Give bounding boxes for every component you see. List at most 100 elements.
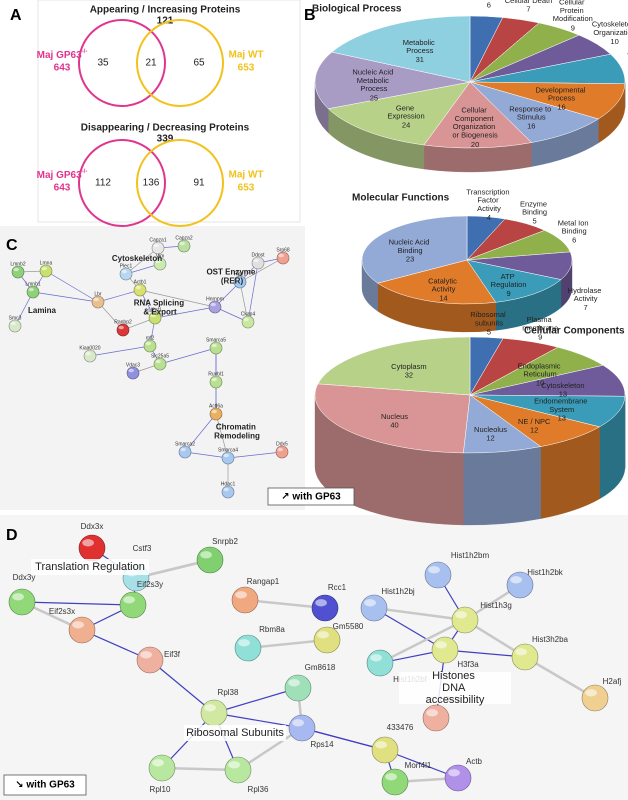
protein-node bbox=[276, 251, 290, 265]
slice-label: Nucleic Acid Binding bbox=[389, 238, 432, 255]
venn-set-count: 643 bbox=[54, 183, 71, 194]
protein-node bbox=[116, 323, 130, 337]
slice-label: Response to Stimulus bbox=[509, 104, 553, 121]
slice-label: Cytoskeleton Organization bbox=[592, 20, 628, 37]
node-label: Lmnb2 bbox=[10, 261, 26, 267]
slice-value: 12 bbox=[486, 434, 494, 443]
protein-node bbox=[371, 736, 399, 764]
protein-node bbox=[431, 636, 459, 664]
slice-value: 9 bbox=[538, 332, 542, 341]
protein-node bbox=[136, 646, 164, 674]
protein-node bbox=[151, 241, 165, 255]
node-label: Lmna bbox=[40, 260, 53, 266]
slice-label: Metabolic Process bbox=[403, 38, 437, 55]
network-edge bbox=[89, 345, 151, 357]
node-label: Smarca5 bbox=[206, 337, 226, 343]
slice-value: 13 bbox=[559, 389, 567, 398]
node-label: Ddx3x bbox=[81, 522, 104, 531]
protein-node-highlight bbox=[135, 285, 141, 290]
node-label: Hist1h3g bbox=[480, 601, 512, 610]
protein-node-highlight bbox=[121, 269, 127, 274]
group-label: Histones DNA accessibility bbox=[426, 670, 485, 706]
protein-node-highlight bbox=[211, 409, 217, 414]
protein-node-highlight bbox=[10, 321, 16, 326]
node-label: Kiaa0020 bbox=[79, 345, 100, 351]
node-label: Capza1 bbox=[149, 237, 166, 243]
set-superscript: -/- bbox=[82, 169, 88, 175]
group-label-box bbox=[399, 672, 511, 704]
protein-node bbox=[78, 534, 106, 562]
venn-set-label: Maj GP63-/- bbox=[37, 49, 88, 61]
pie-slice bbox=[469, 394, 626, 428]
pie-slice bbox=[327, 81, 471, 146]
protein-node-highlight bbox=[118, 325, 124, 330]
slice-label: Cellular Death bbox=[505, 0, 553, 5]
node-label: Morf4l1 bbox=[405, 761, 432, 770]
slice-label: Catalytic Activity bbox=[428, 276, 459, 293]
venn-region-count: 35 bbox=[97, 58, 109, 69]
slice-label: Transcription Factor Activity bbox=[466, 187, 511, 213]
protein-node-highlight bbox=[426, 709, 438, 717]
node-label: Srp68 bbox=[276, 247, 290, 253]
pie-title: Biological Process bbox=[312, 4, 402, 15]
node-label: U2af1 bbox=[148, 307, 162, 313]
slice-label: Endoplasmic Reticulum bbox=[518, 361, 563, 378]
protein-node-highlight bbox=[12, 593, 24, 601]
network-edge bbox=[373, 607, 446, 651]
panel-label: A bbox=[10, 7, 22, 24]
protein-node bbox=[209, 375, 223, 389]
protein-node-highlight bbox=[515, 648, 527, 656]
protein-node bbox=[275, 445, 289, 459]
protein-node-highlight bbox=[223, 487, 229, 492]
node-label: Rangap1 bbox=[247, 577, 280, 586]
network-edge bbox=[184, 451, 229, 459]
slice-value: 12 bbox=[530, 425, 538, 434]
protein-node-highlight bbox=[85, 351, 91, 356]
group-label: Chromatin Remodeling bbox=[214, 423, 260, 441]
protein-node bbox=[284, 674, 312, 702]
network-edge bbox=[149, 659, 215, 714]
node-label: Actb bbox=[466, 757, 483, 766]
protein-node-highlight bbox=[150, 313, 156, 318]
venn-total: 121 bbox=[157, 16, 174, 27]
slice-value: 10 bbox=[610, 37, 618, 46]
protein-node bbox=[119, 591, 147, 619]
venn-title: Disappearing / Decreasing Proteins bbox=[81, 123, 250, 134]
protein-node-highlight bbox=[243, 317, 249, 322]
network-edge bbox=[227, 451, 283, 459]
pie-slice bbox=[469, 81, 600, 143]
venn-circle bbox=[136, 139, 224, 227]
protein-node bbox=[366, 649, 394, 677]
set-superscript: -/- bbox=[82, 49, 88, 55]
slice-value: 9 bbox=[507, 289, 511, 298]
slice-value: 40 bbox=[390, 421, 398, 430]
node-label: Snrpb2 bbox=[212, 537, 238, 546]
protein-node bbox=[444, 764, 472, 792]
protein-node-highlight bbox=[123, 596, 135, 604]
protein-node bbox=[26, 285, 40, 299]
protein-node-highlight bbox=[375, 741, 387, 749]
slice-label: NE / NPC bbox=[518, 417, 551, 426]
venn-set-label: Maj GP63-/- bbox=[37, 169, 88, 181]
pie-slice bbox=[361, 215, 468, 284]
protein-node-highlight bbox=[155, 259, 161, 264]
venn-circle bbox=[136, 19, 224, 107]
protein-node bbox=[234, 634, 262, 662]
node-label: Smarca4 bbox=[218, 447, 238, 453]
protein-node bbox=[126, 366, 140, 380]
protein-node-highlight bbox=[180, 447, 186, 452]
pie-slice bbox=[314, 51, 471, 110]
protein-node bbox=[208, 300, 222, 314]
node-label: Gm5580 bbox=[333, 622, 364, 631]
protein-node-highlight bbox=[428, 566, 440, 574]
set-name: Maj GP63 bbox=[37, 50, 82, 61]
venn-set-count: 643 bbox=[54, 63, 71, 74]
node-label: Actl6a bbox=[209, 403, 223, 409]
protein-node bbox=[8, 319, 22, 333]
network-edge bbox=[444, 649, 526, 658]
slice-value: 5 bbox=[487, 327, 491, 336]
protein-node bbox=[288, 714, 316, 742]
protein-node-highlight bbox=[200, 551, 212, 559]
protein-node bbox=[148, 754, 176, 782]
node-label: H2afj bbox=[603, 677, 622, 686]
